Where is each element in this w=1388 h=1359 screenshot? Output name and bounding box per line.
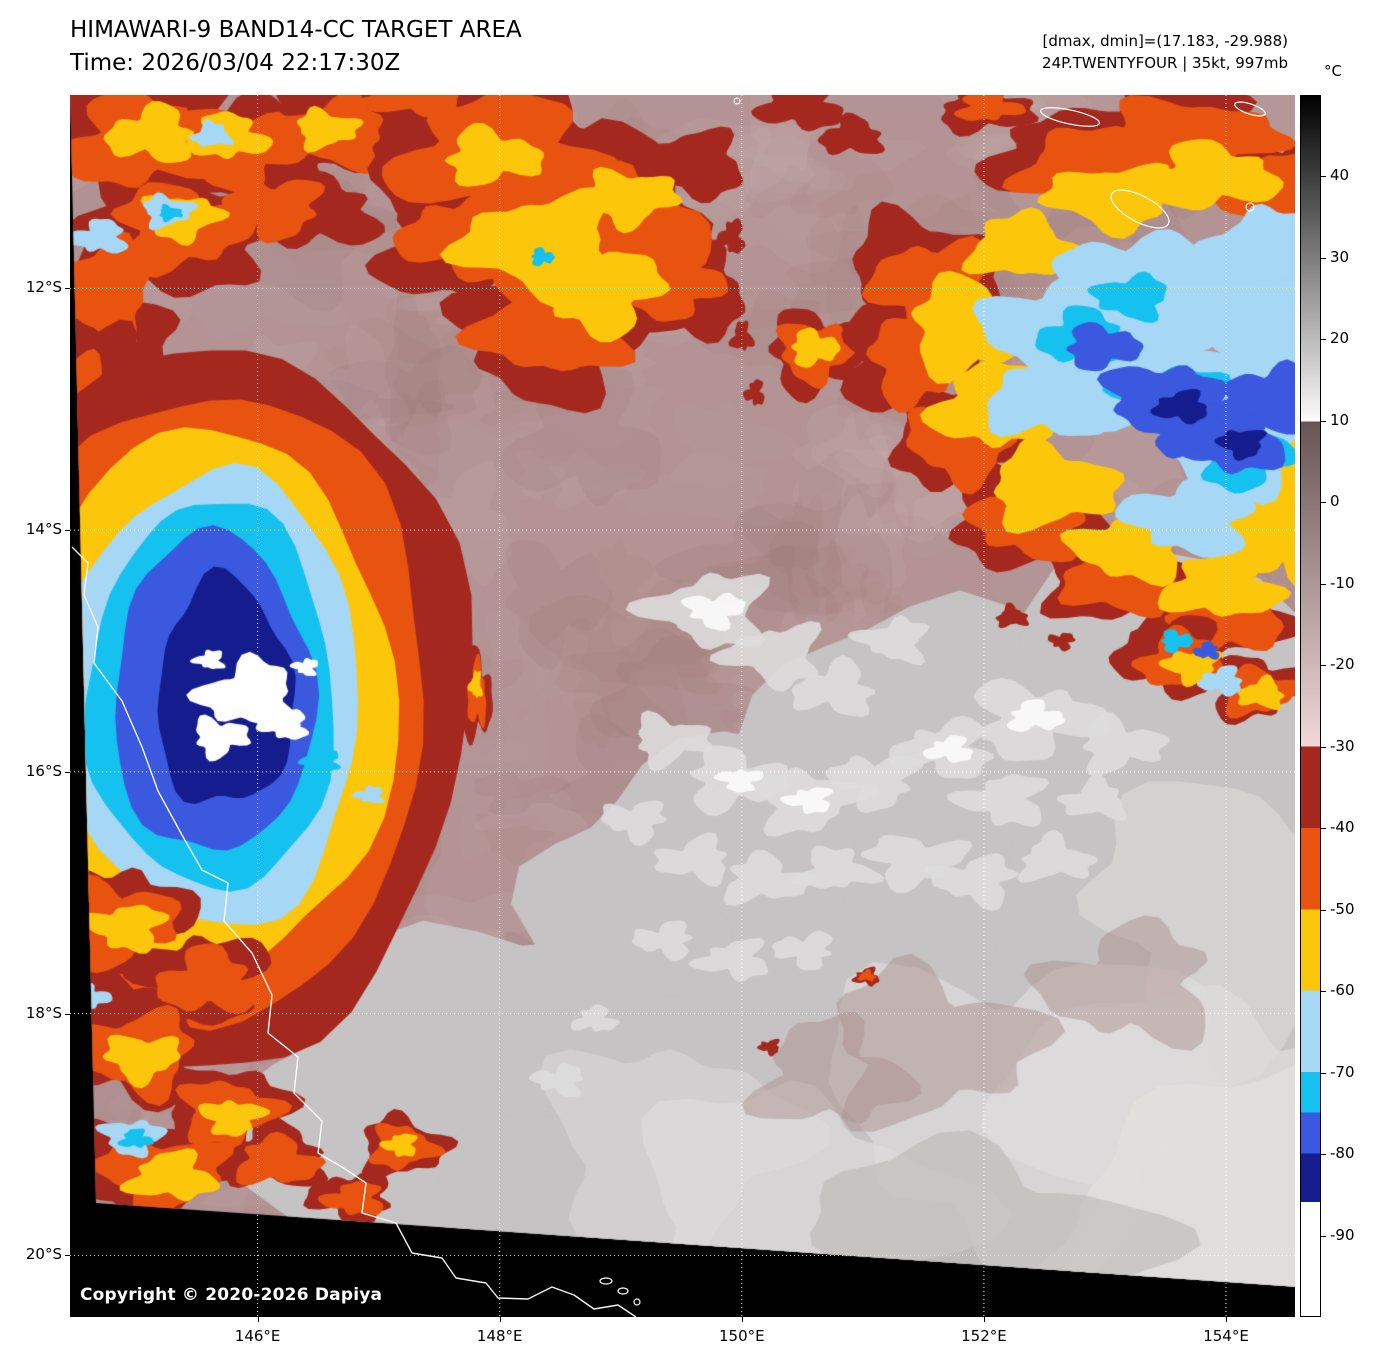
colorbar-tick-label: 40 (1330, 166, 1350, 185)
lon-tick-label: 146°E (234, 1327, 281, 1345)
lat-tick-label: 20°S (25, 1245, 62, 1264)
colorbar-tick-label: 20 (1330, 329, 1350, 348)
colorbar-tick-mark (1321, 909, 1326, 911)
colorbar-tick-label: -40 (1330, 818, 1355, 837)
title-line-1: HIMAWARI-9 BAND14-CC TARGET AREA (70, 17, 522, 43)
lon-tick-mark (1226, 1317, 1227, 1322)
colorbar-tick-mark (1321, 339, 1326, 341)
lat-tick-label: 12°S (25, 278, 62, 297)
lon-tick-mark (983, 1317, 985, 1322)
island-outline (617, 1287, 629, 1295)
colorbar-tick-label: 10 (1330, 410, 1350, 429)
header-info: [dmax, dmin]=(17.183, -29.988) 24P.TWENT… (1042, 30, 1288, 74)
colorbar-tick-mark (1321, 991, 1326, 993)
lat-tick-mark (65, 771, 70, 773)
colorbar (1300, 95, 1321, 1317)
title-line-2: Time: 2026/03/04 22:17:30Z (70, 50, 401, 76)
colorbar-tick-mark (1321, 828, 1326, 830)
island-outline (599, 1277, 613, 1285)
colorbar-tick-label: -70 (1330, 1062, 1355, 1081)
colorbar-tick-mark (1321, 583, 1326, 585)
lon-tick-label: 154°E (1203, 1327, 1249, 1345)
lon-tick-mark (499, 1317, 501, 1322)
coastline-path (71, 546, 637, 1317)
lon-tick-mark (257, 1317, 259, 1322)
lon-tick-mark (741, 1317, 743, 1322)
island-outline (1040, 107, 1100, 127)
colorbar-tick-label: -20 (1330, 655, 1355, 674)
colorbar-tick-label: -50 (1330, 899, 1355, 918)
grid-lines (70, 95, 1295, 1317)
island-outline (633, 1298, 641, 1306)
lat-tick-label: 18°S (25, 1003, 62, 1022)
lat-tick-label: 14°S (25, 520, 62, 539)
lat-tick-mark (65, 288, 70, 290)
colorbar-tick-label: 30 (1330, 247, 1350, 266)
colorbar-tick-mark (1321, 1235, 1326, 1237)
colorbar-tick-mark (1321, 1154, 1326, 1156)
satellite-imagery-canvas (70, 95, 1295, 1317)
info-dmax-dmin: [dmax, dmin]=(17.183, -29.988) (1042, 32, 1288, 50)
lat-tick-mark (65, 1255, 70, 1257)
lon-tick-label: 148°E (476, 1327, 523, 1345)
colorbar-tick-label: -10 (1330, 573, 1355, 592)
colorbar-tick-mark (1321, 1072, 1326, 1074)
lon-tick-label: 150°E (719, 1327, 765, 1345)
lat-tick-mark (65, 530, 70, 532)
island-outlines (599, 97, 1266, 1306)
lat-tick-label: 16°S (25, 761, 62, 780)
colorbar-tick-label: -60 (1330, 981, 1355, 1000)
island-outline (1110, 189, 1170, 229)
copyright-text: Copyright © 2020-2026 Dapiya (80, 1285, 383, 1305)
colorbar-tick-mark (1321, 176, 1326, 178)
colorbar-tick-label: 0 (1330, 492, 1340, 511)
colorbar-tick-mark (1321, 665, 1326, 667)
island-outline (1245, 202, 1255, 212)
colorbar-tick-mark (1321, 420, 1326, 422)
colorbar-tick-label: -30 (1330, 736, 1355, 755)
island-outline (733, 97, 741, 105)
island-outline (1234, 101, 1266, 117)
plot-area: Copyright © 2020-2026 Dapiya (70, 95, 1295, 1317)
colorbar-tick-mark (1321, 746, 1326, 748)
info-storm-id: 24P.TWENTYFOUR | 35kt, 997mb (1042, 54, 1288, 72)
colorbar-tick-mark (1321, 257, 1326, 259)
lon-tick-label: 152°E (961, 1327, 1007, 1345)
colorbar-tick-label: -80 (1330, 1144, 1355, 1163)
colorbar-tick-mark (1321, 502, 1326, 504)
colorbar-tick-label: -90 (1330, 1225, 1355, 1244)
lat-tick-mark (65, 1013, 70, 1015)
figure-title: HIMAWARI-9 BAND14-CC TARGET AREA Time: 2… (70, 14, 522, 80)
map-overlay (70, 95, 1295, 1317)
colorbar-unit-label: °C (1324, 62, 1342, 80)
